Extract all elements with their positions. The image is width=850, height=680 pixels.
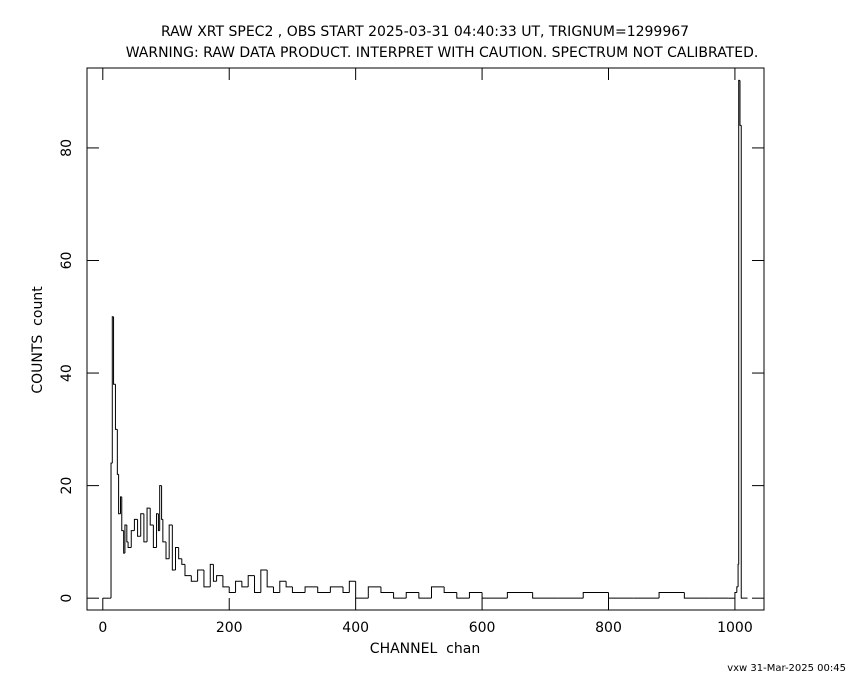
step-segment — [133, 518, 138, 531]
step-segment — [367, 586, 381, 599]
step-segment — [121, 496, 124, 532]
step-segment — [171, 525, 176, 571]
step-segment — [393, 592, 407, 599]
step-segment — [127, 541, 132, 549]
step-segment — [114, 384, 118, 430]
step-segment — [658, 592, 685, 599]
step-segment — [285, 581, 293, 588]
step-segment — [235, 580, 242, 593]
step-segment — [683, 592, 710, 599]
x-tick-label: 400 — [342, 620, 369, 636]
step-segment — [126, 525, 129, 543]
step-segment — [190, 575, 198, 582]
x-axis-label: CHANNEL chan — [370, 641, 480, 657]
step-segment — [506, 592, 533, 599]
step-segment — [228, 586, 236, 594]
x-tick-label: 200 — [216, 620, 243, 636]
step-segment — [203, 570, 211, 588]
chart-subtitle: WARNING: RAW DATA PRODUCT. INTERPRET WIT… — [126, 45, 759, 61]
step-segment — [181, 558, 185, 565]
step-segment — [468, 592, 483, 599]
step-segment — [431, 586, 445, 599]
step-segment — [159, 485, 162, 531]
step-segment — [184, 564, 192, 577]
step-segment — [317, 586, 331, 594]
step-segment — [222, 575, 230, 588]
step-segment — [532, 592, 558, 599]
step-segment — [113, 316, 116, 385]
y-tick-label: 80 — [59, 139, 75, 157]
step-segment — [146, 507, 151, 542]
step-segment — [329, 586, 344, 593]
step-segment — [241, 581, 249, 588]
plot-frame — [86, 67, 765, 611]
step-segment — [342, 586, 350, 594]
step-segment — [247, 575, 255, 587]
step-segment — [149, 508, 154, 526]
step-segment — [118, 474, 121, 515]
step-segment — [260, 569, 268, 593]
step-segment — [110, 462, 113, 599]
step-segment — [272, 586, 280, 594]
step-segment — [178, 547, 182, 560]
step-segment — [582, 592, 609, 599]
y-tick-label: 20 — [59, 477, 75, 495]
step-segment — [111, 316, 114, 464]
x-tick-label: 800 — [595, 620, 622, 636]
step-segment — [161, 485, 163, 520]
y-axis-label: COUNTS count — [30, 286, 46, 394]
step-segment — [734, 592, 737, 599]
step-segment — [266, 570, 274, 588]
step-segment — [124, 524, 127, 554]
step-segment — [116, 429, 119, 475]
step-segment — [120, 496, 122, 514]
step-segment — [123, 530, 125, 554]
step-segment — [737, 563, 739, 587]
step-segment — [740, 125, 748, 599]
step-segment — [156, 513, 159, 548]
footer: vxw 31-Mar-2025 00:45 — [727, 663, 846, 674]
step-segment — [140, 513, 144, 537]
step-segment — [130, 530, 135, 548]
x-tick-label: 600 — [469, 620, 496, 636]
step-segment — [162, 519, 167, 543]
step-segment — [137, 519, 141, 537]
step-segment — [168, 524, 173, 559]
step-segment — [165, 541, 170, 560]
step-segment — [157, 513, 160, 532]
step-segment — [736, 586, 739, 593]
step-segment — [152, 525, 157, 549]
step-segment — [405, 592, 419, 599]
step-segment — [174, 547, 179, 571]
step-segment — [291, 586, 306, 594]
step-segment — [279, 580, 287, 593]
step-segment — [607, 592, 634, 599]
step-segment — [212, 564, 217, 582]
step-segment — [197, 569, 204, 582]
step-segment — [739, 80, 742, 126]
x-tick-label: 1000 — [717, 620, 753, 636]
step-segment — [738, 79, 740, 565]
step-segment — [254, 575, 261, 594]
step-segment — [143, 513, 148, 543]
step-segment — [380, 586, 394, 594]
step-segment — [304, 586, 318, 593]
x-tick-label: 0 — [98, 620, 107, 636]
y-tick-label: 60 — [59, 252, 75, 270]
y-tick-label: 0 — [59, 594, 75, 603]
step-segment — [355, 581, 369, 599]
step-segment — [216, 575, 223, 582]
y-tick-label: 40 — [59, 364, 75, 382]
step-segment — [481, 592, 508, 599]
step-segment — [456, 592, 470, 599]
chart-title: RAW XRT SPEC2 , OBS START 2025-03-31 04:… — [161, 24, 689, 40]
step-segment — [443, 586, 457, 594]
step-segment — [209, 563, 214, 587]
step-segment — [418, 592, 432, 599]
step-segment — [348, 580, 356, 593]
